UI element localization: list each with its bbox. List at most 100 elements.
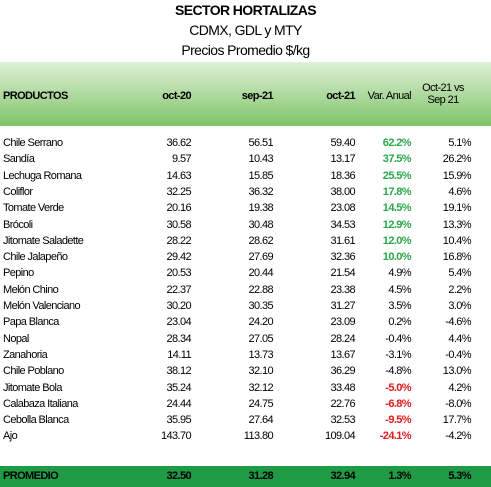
price-cell: 4.5% [388,283,411,296]
price-cell: 23.09 [330,316,355,329]
price-cell: -8.0% [445,397,471,410]
product-name: Jitomate Saladette [3,234,84,247]
product-name: Jitomate Bola [3,381,62,394]
price-cell: 56.51 [248,137,273,149]
price-cell: -0.4% [445,348,471,361]
column-header: Var. Anual [367,90,412,102]
price-cell: 37.5% [382,153,412,166]
price-cell: -9.5% [385,414,411,427]
header-band [0,62,491,126]
price-cell: 109.04 [324,430,356,443]
product-name: Nopal [3,332,29,345]
price-cell: 28.24 [330,332,355,345]
price-cell: 4.9% [388,267,411,280]
price-cell: 3.0% [448,300,471,312]
product-name: Sandía [3,153,35,166]
price-cell: 5.1% [448,137,471,149]
price-cell: 31.27 [330,300,355,312]
price-cell: 32.53 [330,414,355,427]
price-cell: 30.58 [166,218,191,231]
footer-cell: 1.3% [388,470,411,482]
price-cell: 13.67 [330,348,355,361]
price-cell: 17.7% [442,414,472,427]
price-cell: 24.20 [248,316,273,329]
product-name: Chile Poblano [3,365,64,378]
price-cell: 24.44 [166,397,191,410]
price-cell: 28.22 [166,234,191,247]
price-cell: -4.6% [445,316,471,329]
product-name: Chile Jalapeño [3,251,68,264]
footer-band [0,466,491,487]
product-name: Zanahoria [3,348,48,361]
product-name: Calabaza Italiana [3,397,78,410]
price-cell: 23.08 [330,202,355,215]
footer-cell: PROMEDIO [3,470,59,482]
price-cell: 32.10 [248,365,273,378]
price-cell: 143.70 [160,430,192,443]
price-cell: -0.4% [385,332,411,345]
price-cell: 4.4% [448,332,471,345]
price-cell: 17.8% [382,185,412,198]
price-cell: 22.37 [166,283,191,296]
price-cell: 34.53 [330,218,355,231]
price-cell: 3.5% [388,300,411,312]
price-cell: 10.0% [382,251,412,264]
price-cell: -5.0% [385,381,411,394]
price-cell: 35.24 [166,381,191,394]
product-name: Melón Chino [3,283,59,296]
price-cell: -4.2% [445,430,471,443]
price-cell: 13.0% [442,365,472,378]
price-cell: 30.35 [248,300,273,312]
price-cell: 113.80 [243,430,274,443]
price-cell: 13.73 [248,348,273,361]
column-header: sep-21 [241,90,274,102]
price-cell: 35.95 [166,414,191,427]
price-cell: 27.69 [248,251,273,264]
price-cell: 14.5% [382,202,412,215]
product-name: Melón Valenciano [3,300,81,312]
price-cell: 31.61 [330,234,355,247]
price-cell: 12.9% [382,218,412,231]
price-cell: 20.16 [166,202,191,215]
price-cell: 2.2% [448,283,471,296]
price-cell: 10.43 [248,153,273,166]
price-cell: 62.2% [382,137,412,149]
title: SECTOR HORTALIZAS [175,2,317,18]
product-name: Cebolla Blanca [3,414,69,427]
price-cell: 24.75 [248,397,273,410]
price-cell: 23.38 [330,283,355,296]
price-cell: 19.1% [442,202,472,215]
price-cell: 38.00 [330,185,355,198]
product-name: Ajo [3,430,18,443]
price-cell: 16.8% [442,251,472,264]
price-cell: 36.32 [248,185,273,198]
price-cell: 28.34 [166,332,191,345]
price-cell: 4.2% [448,381,471,394]
column-header: oct-21 [326,90,355,102]
price-cell: 22.88 [248,283,273,296]
price-cell: 5.4% [448,267,471,280]
price-cell: 22.76 [330,397,355,410]
price-cell: 4.6% [448,185,471,198]
product-name: Lechuga Romana [3,169,82,182]
price-cell: -3.1% [385,348,411,361]
price-cell: 13.3% [442,218,472,231]
product-name: Chile Serrano [3,137,63,149]
price-cell: 21.54 [330,267,355,280]
price-cell: 13.17 [330,153,355,166]
price-cell: 14.63 [166,169,191,182]
price-cell: 32.12 [248,381,273,394]
price-cell: 12.0% [382,234,412,247]
price-cell: -24.1% [379,430,412,443]
column-header: Oct-21 vs Sep 21 [422,82,464,106]
price-cell: 9.57 [171,153,192,166]
footer-cell: 5.3% [448,470,471,482]
product-name: Tomate Verde [3,202,64,215]
unit: Precios Promedio $/kg [181,42,310,58]
footer-cell: 32.50 [166,470,191,482]
subtitle: CDMX, GDL y MTY [189,22,302,38]
price-cell: -6.8% [385,397,411,410]
price-cell: 10.4% [442,234,472,247]
price-cell: 14.11 [167,348,191,361]
